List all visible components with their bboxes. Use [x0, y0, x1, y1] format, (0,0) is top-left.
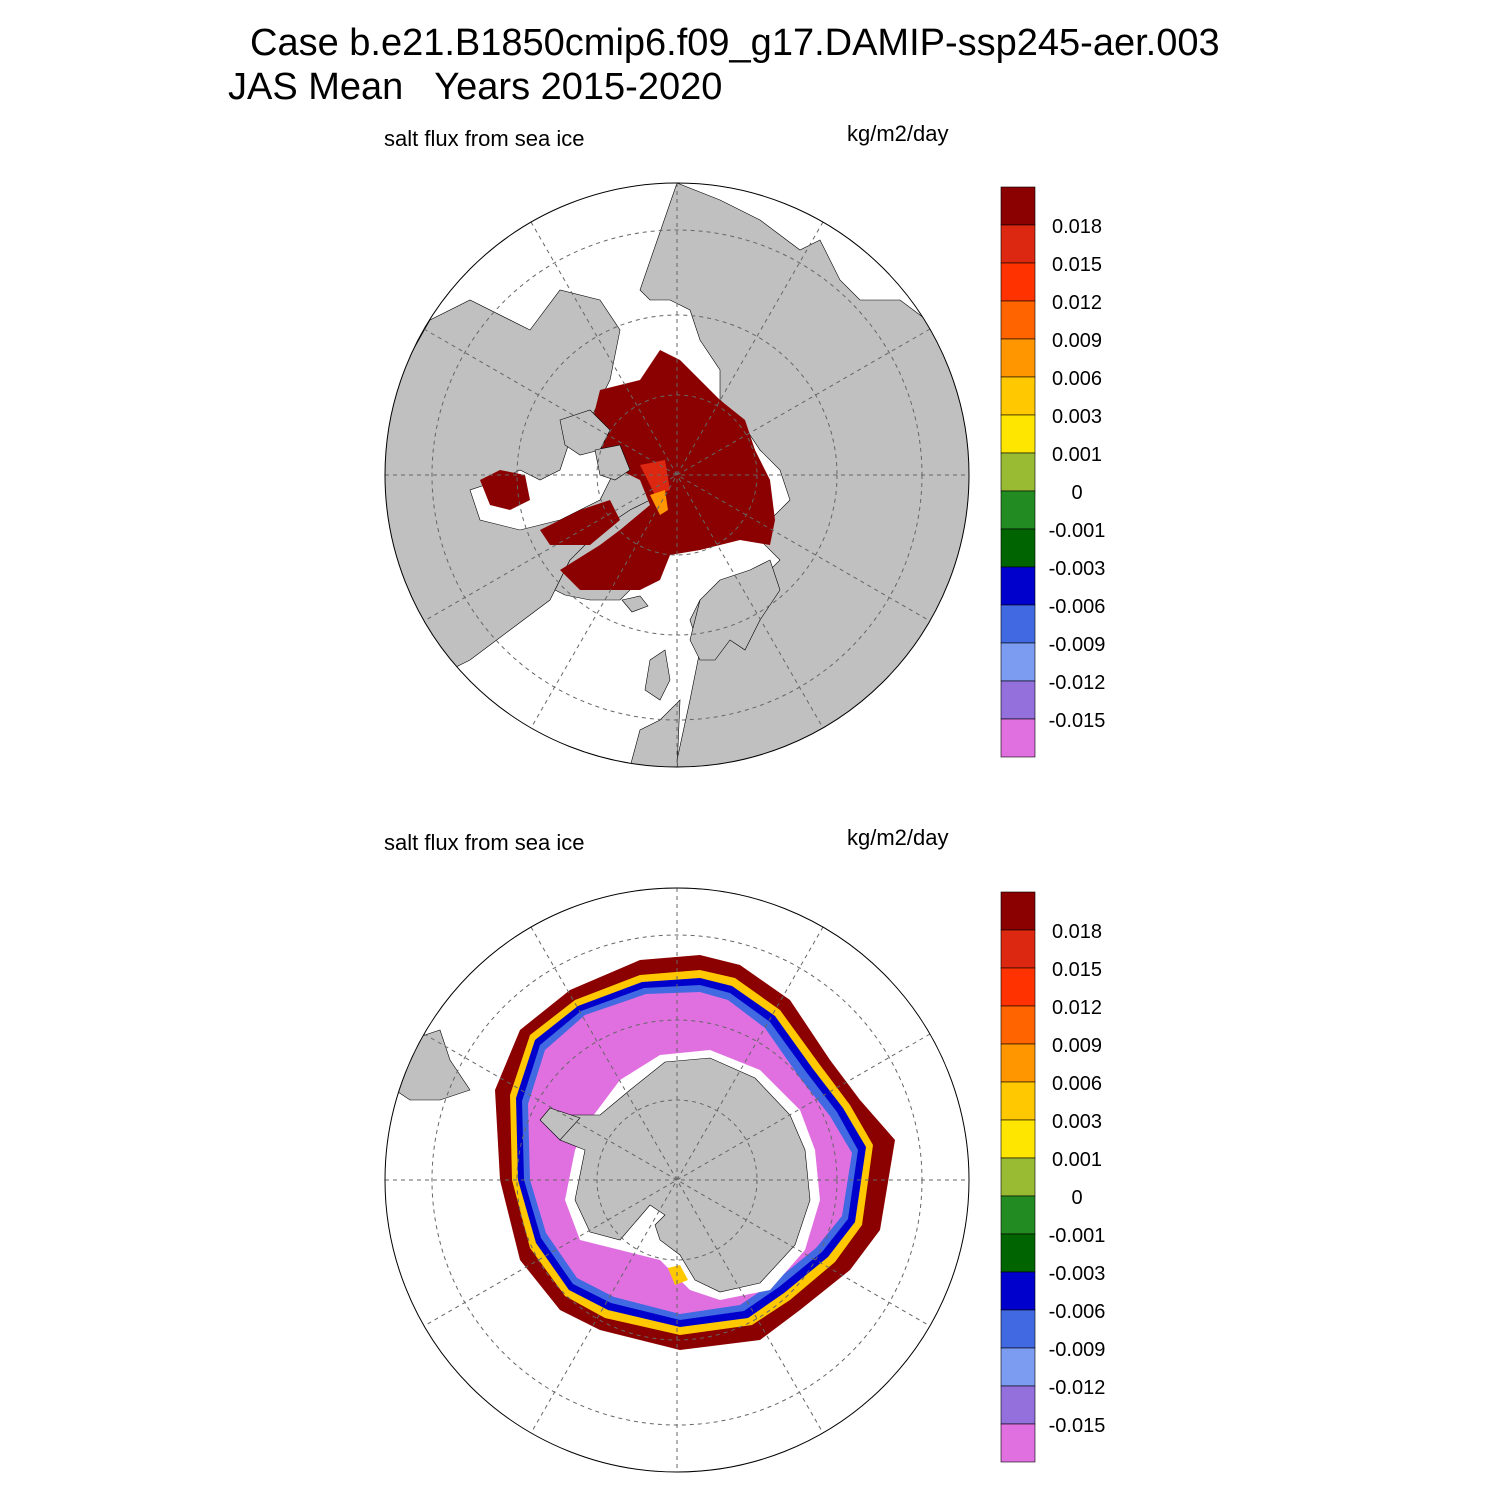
- land-scandinavia: [689, 559, 781, 661]
- colorbar-tick-label: -0.006: [1049, 596, 1106, 618]
- colorbar-tick-label: 0: [1071, 1187, 1082, 1209]
- colorbar-tick-label: 0.003: [1052, 406, 1102, 428]
- colorbar-swatch: [1000, 1385, 1036, 1425]
- south-map-grid: [385, 888, 969, 1472]
- panel2-variable-label: salt flux from sea ice: [384, 830, 585, 855]
- colorbar-tick-label: 0.006: [1052, 1073, 1102, 1095]
- colorbar-tick-label: 0.015: [1052, 254, 1102, 276]
- colorbar-tick-label: 0.001: [1052, 1149, 1102, 1171]
- colorbar-tick-label: -0.009: [1049, 634, 1106, 656]
- land-antarctic-peninsula: [539, 1107, 581, 1141]
- colorbar-tick-label: 0.003: [1052, 1111, 1102, 1133]
- colorbar-swatch: [1000, 1271, 1036, 1311]
- panel1-units-label: kg/m2/day: [847, 121, 949, 146]
- colorbar-tick-label: -0.001: [1049, 1225, 1106, 1247]
- colorbar-tick-label: 0.006: [1052, 368, 1102, 390]
- colorbar-tick-label: -0.012: [1049, 672, 1106, 694]
- figure-title-line1: Case b.e21.B1850cmip6.f09_g17.DAMIP-ssp2…: [250, 22, 1220, 64]
- colorbar-tick-label: -0.001: [1049, 520, 1106, 542]
- ross-sea-feature: [668, 1265, 688, 1285]
- colorbar-tick-label: -0.003: [1049, 1263, 1106, 1285]
- colorbar-swatch: [1000, 1005, 1036, 1045]
- colorbar-swatch: [1000, 1157, 1036, 1197]
- colorbar-tick-label: 0: [1071, 482, 1082, 504]
- panel2-units-label: kg/m2/day: [847, 825, 949, 850]
- colorbar-swatch: [1000, 1309, 1036, 1349]
- land-europe: [629, 699, 681, 767]
- colorbar-tick-label: -0.009: [1049, 1339, 1106, 1361]
- colorbar-swatch: [1000, 642, 1036, 682]
- figure-title-line2: JAS Mean Years 2015-2020: [228, 66, 723, 108]
- colorbar-swatch: [1000, 1119, 1036, 1159]
- colorbar-swatch: [1000, 1195, 1036, 1235]
- colorbar-north: 0.018 0.015 0.012 0.009 0.006 0.003 0.001 0 -0.0…: [1000, 186, 1106, 758]
- colorbar-swatch: [1000, 338, 1036, 378]
- colorbar-tick-label: 0.018: [1052, 216, 1102, 238]
- colorbar-swatch: [1000, 414, 1036, 454]
- colorbar-tick-label: 0.001: [1052, 444, 1102, 466]
- colorbar-swatch: [1000, 528, 1036, 568]
- colorbar-tick-label: -0.015: [1049, 1415, 1106, 1437]
- colorbar-tick-label: 0.018: [1052, 921, 1102, 943]
- colorbar-swatch: [1000, 566, 1036, 606]
- panel1-variable-label: salt flux from sea ice: [384, 126, 585, 151]
- colorbar-swatch: [1000, 1347, 1036, 1387]
- colorbar-tick-label: 0.012: [1052, 997, 1102, 1019]
- colorbar-tick-label: -0.015: [1049, 710, 1106, 732]
- colorbar-tick-label: 0.009: [1052, 330, 1102, 352]
- colorbar-swatch: [1000, 967, 1036, 1007]
- land-iceland: [621, 595, 649, 613]
- colorbar-swatch: [1000, 1043, 1036, 1083]
- colorbar-swatch: [1000, 224, 1036, 264]
- colorbar-swatch: [1000, 1081, 1036, 1121]
- colorbar-swatch: [1000, 262, 1036, 302]
- colorbar-swatch: [1000, 300, 1036, 340]
- colorbar-south: 0.018 0.015 0.012 0.009 0.006 0.003 0.001 0 -0.0…: [1000, 891, 1106, 1463]
- colorbar-tick-label: -0.003: [1049, 558, 1106, 580]
- colorbar-tick-label: 0.012: [1052, 292, 1102, 314]
- colorbar-swatch: [1000, 1233, 1036, 1273]
- fram-strait-orange: [650, 490, 668, 515]
- colorbar-swatch: [1000, 604, 1036, 644]
- colorbar-swatch: [1000, 376, 1036, 416]
- land-north-america: [385, 289, 651, 681]
- colorbar-swatch: [1000, 1423, 1036, 1463]
- colorbar-tick-label: 0.015: [1052, 959, 1102, 981]
- land-british-isles: [644, 649, 671, 701]
- colorbar-tick-label: -0.012: [1049, 1377, 1106, 1399]
- colorbar-tick-label: -0.006: [1049, 1301, 1106, 1323]
- baffin-ice: [540, 500, 620, 545]
- south-polar-map: [384, 887, 970, 1473]
- colorbar-swatch: [1000, 718, 1036, 758]
- land-archipelago-2: [594, 444, 631, 481]
- colorbar-swatch: [1000, 186, 1036, 226]
- fram-strait-gradient: [640, 460, 670, 495]
- colorbar-tick-label: 0.009: [1052, 1035, 1102, 1057]
- north-polar-map: [384, 182, 970, 768]
- colorbar-swatch: [1000, 490, 1036, 530]
- colorbar-swatch: [1000, 452, 1036, 492]
- colorbar-swatch: [1000, 680, 1036, 720]
- colorbar-swatch: [1000, 891, 1036, 931]
- north-map-grid: [385, 183, 969, 767]
- colorbar-swatch: [1000, 929, 1036, 969]
